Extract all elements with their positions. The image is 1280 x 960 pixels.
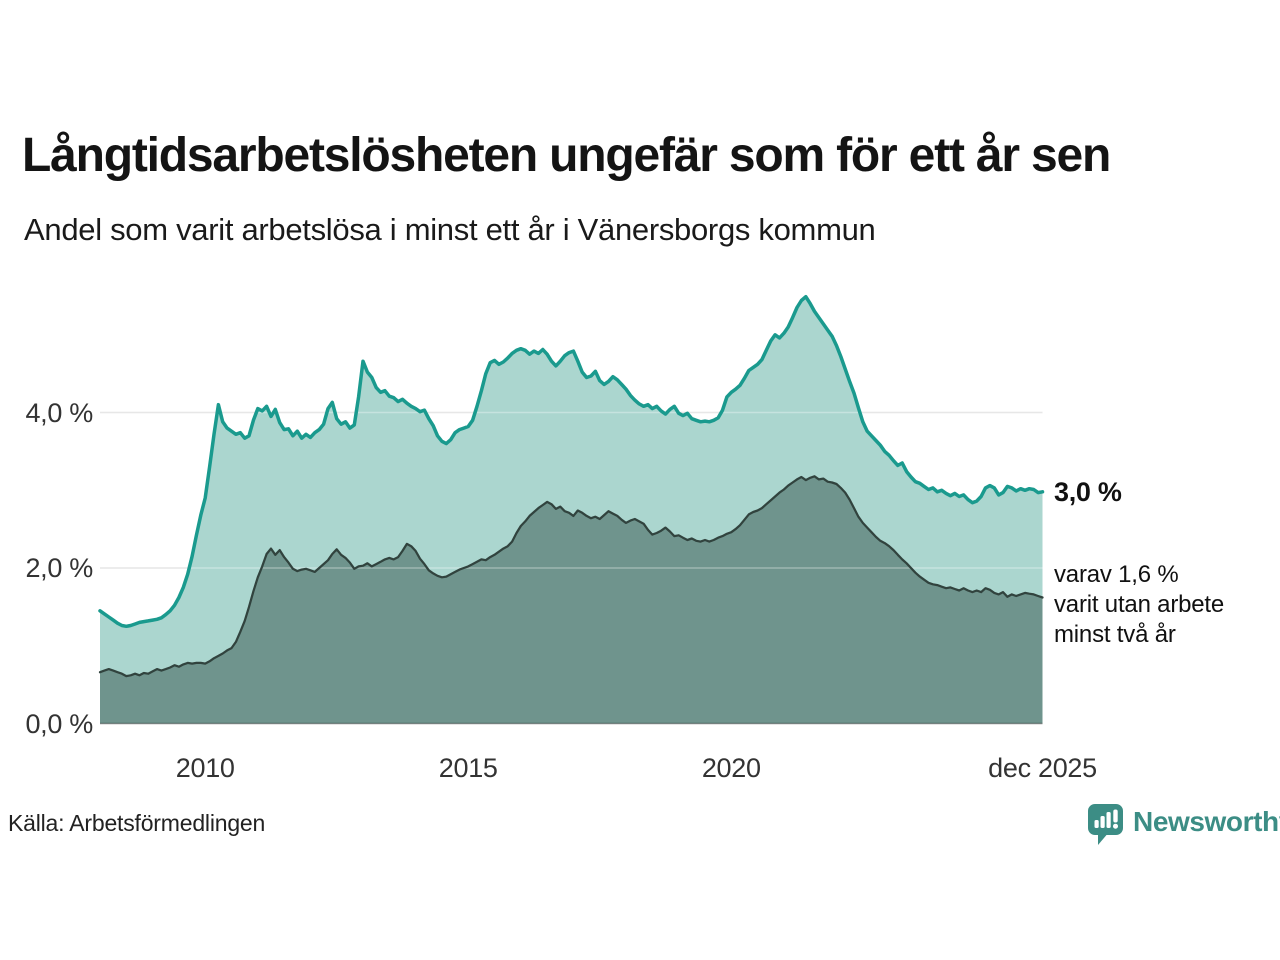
newsworthy-wordmark: Newsworthy	[1133, 806, 1280, 837]
x-axis-tick-label: dec 2025	[988, 753, 1097, 783]
source-credit: Källa: Arbetsförmedlingen	[8, 810, 266, 836]
y-axis-tick-label: 4,0 %	[25, 397, 93, 428]
secondary-series-label: varav 1,6 % varit utan arbete minst två …	[1054, 560, 1224, 650]
newsworthy-logo-icon	[1088, 804, 1123, 845]
series-line	[98, 475, 1044, 678]
series-2-area	[100, 476, 1043, 724]
page-subtitle: Andel som varit arbetslösa i minst ett å…	[24, 212, 876, 247]
x-axis-tick-label: 2020	[701, 753, 761, 783]
y-axis-tick-label: 0,0 %	[25, 708, 93, 739]
series-line	[98, 294, 1045, 629]
x-axis-tick-label: 2015	[438, 753, 498, 783]
newsworthy-branding: Newsworthy	[1087, 803, 1280, 846]
x-axis-tick-label: 2010	[175, 753, 235, 783]
secondary-series-label-line1: varav 1,6 %	[1054, 561, 1179, 588]
end-value-label: 3,0 %	[1054, 477, 1122, 507]
page-title: Långtidsarbetslösheten ungefär som för e…	[22, 129, 1111, 182]
secondary-series-label-line3: minst två år	[1054, 621, 1176, 648]
secondary-series-label-line2: varit utan arbete	[1054, 591, 1225, 618]
y-axis-tick-label: 2,0 %	[25, 553, 93, 583]
